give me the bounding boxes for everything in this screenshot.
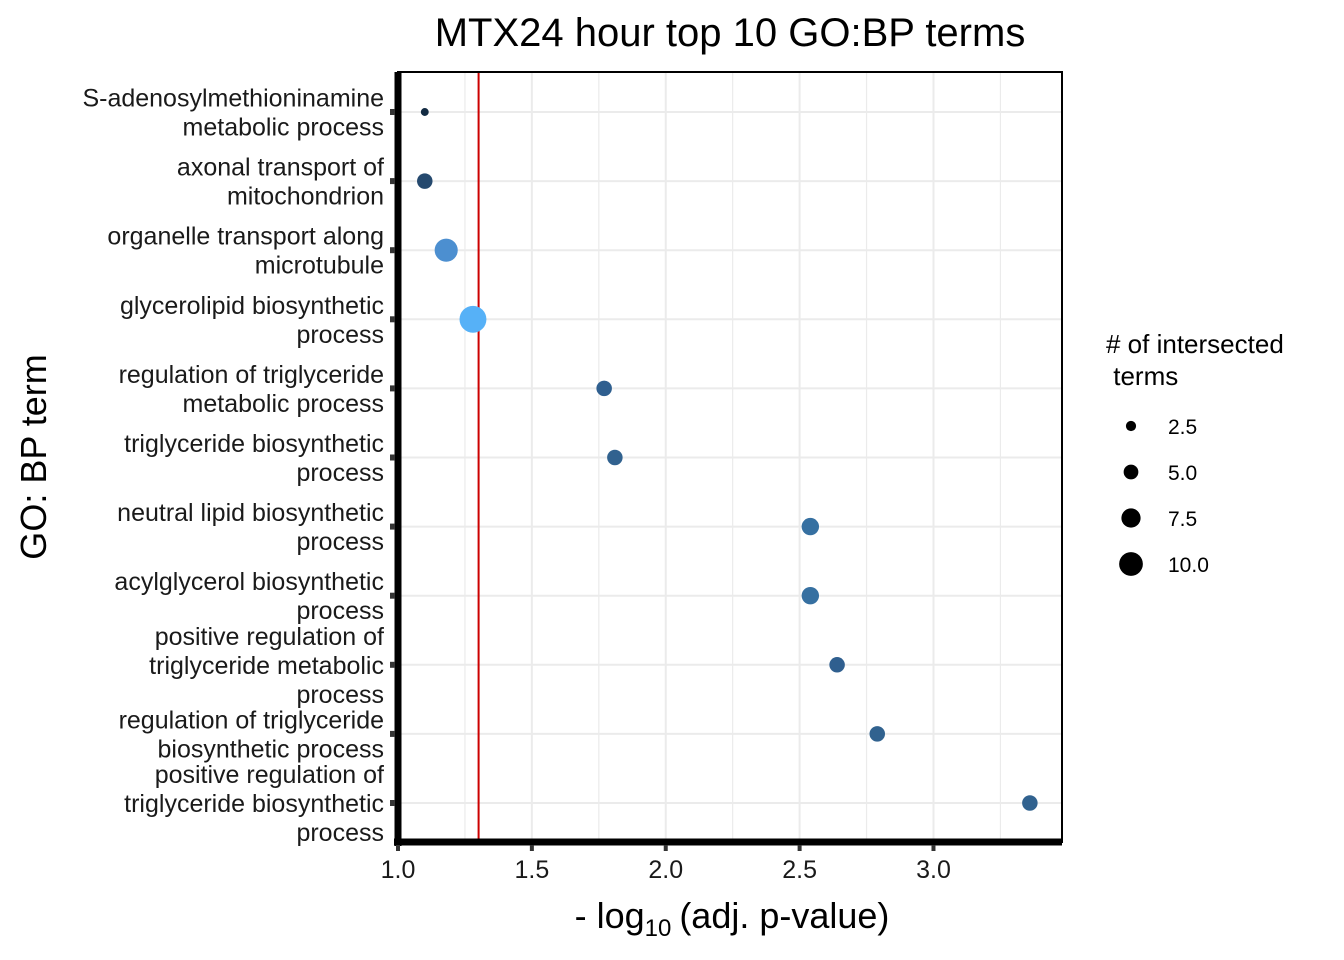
x-tick-label: 3.0 bbox=[916, 856, 951, 884]
data-point bbox=[434, 238, 458, 262]
y-tick-label-line: triglyceride biosynthetic bbox=[124, 430, 384, 458]
y-tick-label: organelle transport along microtubule bbox=[107, 223, 384, 280]
grid-lines bbox=[397, 72, 1062, 842]
data-point bbox=[829, 657, 845, 673]
data-point bbox=[596, 380, 612, 397]
data-point bbox=[417, 173, 433, 189]
data-point bbox=[869, 726, 886, 742]
y-tick-label: regulation of triglyceride metabolic proc… bbox=[119, 361, 384, 418]
y-tick-label: acylglycerol biosynthetic process bbox=[114, 568, 384, 625]
y-tick-label: neutral lipid biosynthetic process bbox=[117, 499, 384, 556]
y-tick-label-line: triglyceride metabolic bbox=[149, 652, 384, 680]
x-axis-label-subscript: 10 bbox=[645, 915, 672, 942]
legend-title-line-1: # of intersected bbox=[1106, 329, 1284, 359]
y-tick-label-line: organelle transport along bbox=[107, 223, 384, 251]
y-tick-label-line: process bbox=[296, 321, 384, 349]
y-tick-label-line: S-adenosylmethioninamine bbox=[82, 85, 384, 113]
y-axis-label: GO: BP term bbox=[13, 354, 54, 559]
axes bbox=[390, 71, 1063, 851]
legend-title: # of intersected terms bbox=[1106, 329, 1291, 391]
y-tick-label: glycerolipid biosynthetic process bbox=[120, 292, 384, 349]
x-tick-label: 2.5 bbox=[782, 856, 817, 884]
y-tick-label: positive regulation of triglyceride metab… bbox=[149, 623, 384, 709]
y-tick-label-line: metabolic process bbox=[183, 114, 384, 142]
y-tick-label-line: positive regulation of bbox=[155, 623, 384, 651]
legend-key-label: 7.5 bbox=[1168, 508, 1197, 531]
chart-title: MTX24 hour top 10 GO:BP terms bbox=[435, 11, 1026, 55]
x-tick-label: 1.0 bbox=[381, 856, 416, 884]
legend: # of intersected terms 2.5 5.0 7.5 10.0 bbox=[1106, 329, 1291, 577]
y-tick-label-line: metabolic process bbox=[183, 390, 384, 418]
x-axis-label: - log10 (adj. p-value) bbox=[575, 895, 890, 942]
data-point bbox=[459, 305, 487, 333]
y-tick-label-line: process bbox=[296, 528, 384, 556]
legend-key-label: 2.5 bbox=[1168, 416, 1197, 439]
y-tick-label-line: neutral lipid biosynthetic bbox=[117, 499, 384, 527]
y-tick-label-line: regulation of triglyceride bbox=[119, 706, 384, 734]
x-axis-label-suffix: (adj. p-value) bbox=[679, 895, 889, 936]
legend-items: 2.5 5.0 7.5 10.0 bbox=[1119, 416, 1209, 577]
data-point bbox=[801, 517, 820, 536]
y-tick-label: S-adenosylmethioninamine metabolic proces… bbox=[82, 85, 384, 142]
y-tick-label-line: regulation of triglyceride bbox=[119, 361, 384, 389]
y-tick-label-line: mitochondrion bbox=[227, 183, 384, 211]
y-tick-label-line: process bbox=[296, 597, 384, 625]
legend-key-dot bbox=[1125, 420, 1137, 432]
legend-key-label: 10.0 bbox=[1168, 554, 1209, 577]
y-tick-label: regulation of triglyceride biosynthetic p… bbox=[119, 706, 384, 763]
y-tick-label: positive regulation of triglyceride biosy… bbox=[124, 761, 384, 847]
y-tick-label-line: biosynthetic process bbox=[157, 735, 384, 763]
x-tick-labels: 1.0 1.5 2.0 2.5 3.0 bbox=[381, 856, 951, 884]
y-tick-label-line: positive regulation of bbox=[155, 761, 384, 789]
x-tick-label: 2.0 bbox=[648, 856, 683, 884]
y-tick-label-line: axonal transport of bbox=[177, 154, 384, 182]
data-point bbox=[607, 449, 623, 466]
legend-key-dot bbox=[1121, 508, 1141, 528]
y-tick-labels: S-adenosylmethioninamine metabolic proces… bbox=[82, 85, 384, 848]
data-point bbox=[801, 587, 820, 605]
data-point bbox=[420, 108, 429, 116]
y-tick-label-line: process bbox=[296, 681, 384, 709]
legend-key-dot bbox=[1123, 464, 1139, 480]
data-points bbox=[417, 108, 1038, 811]
legend-key-dot bbox=[1119, 552, 1143, 576]
y-tick-label-line: process bbox=[296, 459, 384, 487]
y-tick-label-line: triglyceride biosynthetic bbox=[124, 790, 384, 818]
y-tick-label: triglyceride biosynthetic process bbox=[124, 430, 384, 487]
x-tick-label: 1.5 bbox=[514, 856, 549, 884]
y-tick-label-line: glycerolipid biosynthetic bbox=[120, 292, 384, 320]
y-tick-label: axonal transport of mitochondrion bbox=[177, 154, 384, 211]
legend-title-line-2: terms bbox=[1106, 361, 1178, 391]
y-tick-label-line: microtubule bbox=[255, 252, 384, 280]
x-axis-label-prefix: - log bbox=[575, 895, 645, 936]
legend-key-label: 5.0 bbox=[1168, 462, 1197, 485]
data-point bbox=[1022, 795, 1038, 811]
y-tick-label-line: acylglycerol biosynthetic bbox=[114, 568, 384, 596]
y-tick-label-line: process bbox=[296, 819, 384, 847]
